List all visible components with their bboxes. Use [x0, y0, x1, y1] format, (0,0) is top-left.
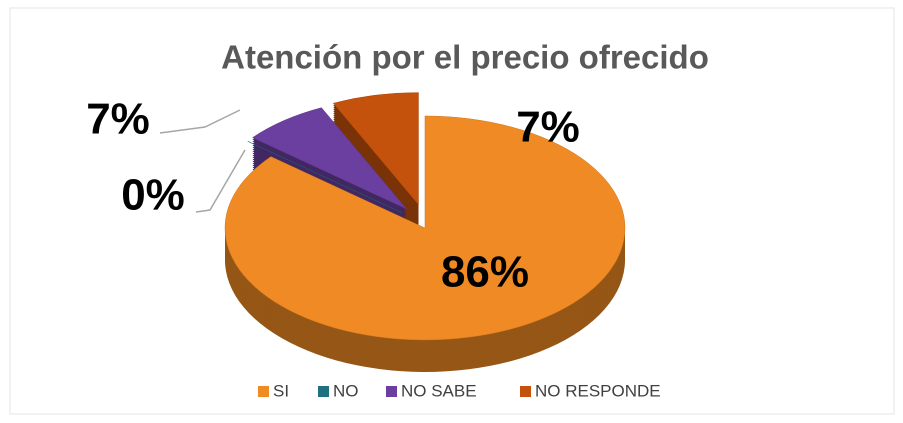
legend-label: SI — [273, 381, 289, 400]
legend-swatch — [258, 386, 269, 397]
pie — [224, 92, 626, 373]
legend-label: NO RESPONDE — [535, 381, 661, 400]
legend-label: NO — [333, 381, 359, 400]
chart-title: Atención por el precio ofrecido — [221, 39, 709, 76]
leader-line — [195, 149, 246, 213]
leader-line — [159, 109, 241, 134]
data-label: 7% — [516, 103, 580, 152]
legend-swatch — [520, 386, 531, 397]
slice — [224, 115, 626, 341]
legend-label: NO SABE — [401, 381, 477, 400]
slice-side — [247, 143, 402, 215]
slice — [332, 92, 419, 206]
legend: SI NO NO SABE NO RESPONDE — [258, 381, 661, 400]
slice-side — [247, 145, 402, 217]
slice — [252, 107, 407, 210]
legend-swatch — [318, 386, 329, 397]
data-label: 86% — [441, 248, 529, 297]
data-label: 0% — [121, 171, 185, 220]
legend-swatch — [386, 386, 397, 397]
labels: 86% 0% 7% 7% — [86, 95, 580, 297]
data-label: 7% — [86, 95, 150, 144]
